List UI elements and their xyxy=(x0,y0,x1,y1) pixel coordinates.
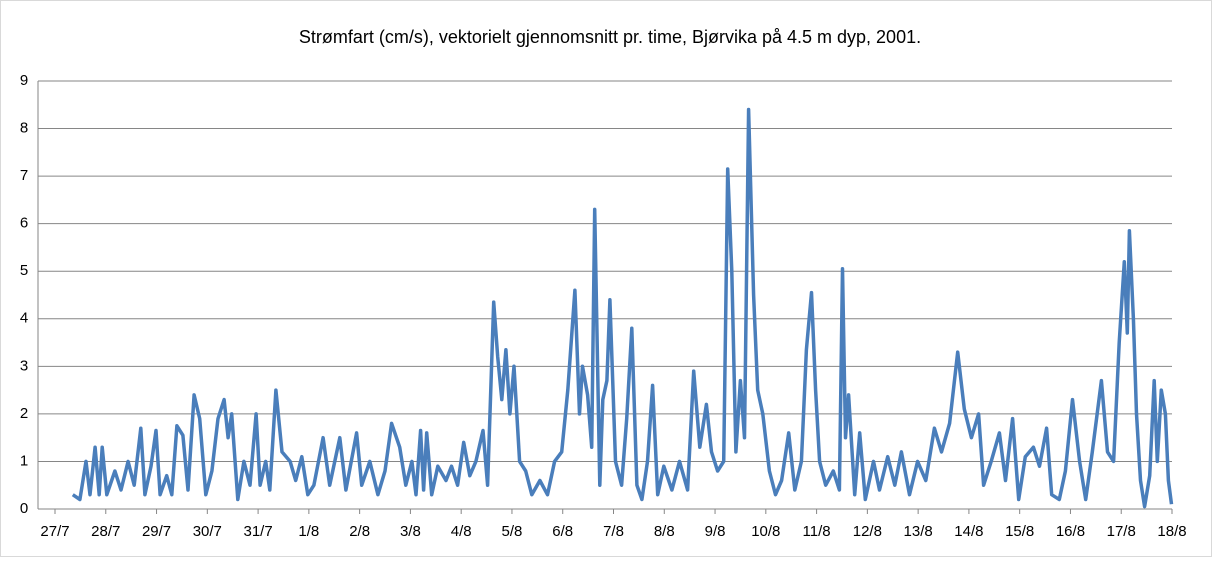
x-tick-label: 12/8 xyxy=(853,523,882,540)
y-tick-label: 0 xyxy=(20,500,28,517)
x-tick-label: 10/8 xyxy=(751,523,780,540)
y-tick-label: 3 xyxy=(20,357,28,374)
x-tick-label: 28/7 xyxy=(91,523,120,540)
x-tick-label: 1/8 xyxy=(298,523,319,540)
y-tick-label: 2 xyxy=(20,405,28,422)
x-tick-label: 14/8 xyxy=(954,523,983,540)
x-tick-label: 8/8 xyxy=(654,523,675,540)
x-tick-label: 16/8 xyxy=(1056,523,1085,540)
y-tick-label: 5 xyxy=(20,262,28,279)
x-tick-label: 15/8 xyxy=(1005,523,1034,540)
x-tick-label: 5/8 xyxy=(502,523,523,540)
x-tick-label: 31/7 xyxy=(243,523,272,540)
x-tick-label: 2/8 xyxy=(349,523,370,540)
y-tick-label: 1 xyxy=(20,452,28,469)
x-tick-label: 13/8 xyxy=(904,523,933,540)
y-tick-label: 7 xyxy=(20,167,28,184)
x-tick-label: 17/8 xyxy=(1107,523,1136,540)
x-tick-label: 30/7 xyxy=(193,523,222,540)
y-tick-label: 6 xyxy=(20,215,28,232)
x-tick-label: 6/8 xyxy=(552,523,573,540)
y-tick-label: 8 xyxy=(20,120,28,137)
x-tick-label: 4/8 xyxy=(451,523,472,540)
y-tick-label: 4 xyxy=(20,310,28,327)
x-tick-label: 29/7 xyxy=(142,523,171,540)
x-tick-label: 27/7 xyxy=(40,523,69,540)
data-line xyxy=(71,107,1174,509)
chart-title: Strømfart (cm/s), vektorielt gjennomsnit… xyxy=(299,27,921,47)
x-tick-label: 3/8 xyxy=(400,523,421,540)
x-tick-label: 11/8 xyxy=(803,523,831,540)
y-tick-label: 9 xyxy=(20,72,28,89)
x-tick-label: 18/8 xyxy=(1157,523,1186,540)
x-tick-label: 9/8 xyxy=(705,523,726,540)
x-tick-label: 7/8 xyxy=(603,523,624,540)
